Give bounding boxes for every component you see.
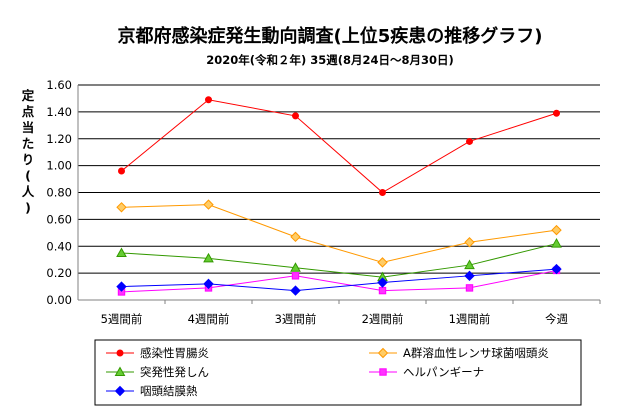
series-5: [116, 263, 562, 296]
legend-marker: [114, 366, 126, 376]
legend-label: 突発性発しん: [140, 365, 209, 379]
legend-item: 突発性発しん: [106, 365, 209, 379]
legend-item: A群溶血性レンサ球菌咽頭炎: [369, 346, 549, 360]
legend-item: 感染性胃腸炎: [106, 346, 209, 360]
axes: 5週間前 4週間前 3週間前 2週間前 1週間前 今週: [77, 85, 601, 326]
legend-item: 咽頭結膜熱: [106, 384, 198, 398]
series-3: [116, 238, 562, 282]
y-axis-label-text: 定点当たり(人): [21, 88, 35, 215]
legend-box: [94, 339, 582, 406]
series-lines: [116, 96, 562, 296]
y-tick-label: 1.20: [46, 132, 72, 146]
gridlines: 0.00 0.20 0.40 0.60 0.80 1.00 1.20 1.40 1.60: [46, 78, 600, 307]
data-point: [116, 247, 127, 257]
data-point: [290, 262, 301, 272]
series-4: [117, 266, 561, 296]
data-point: [464, 237, 475, 248]
data-point: [203, 199, 214, 210]
legend-label: A群溶血性レンサ球菌咽頭炎: [403, 346, 549, 360]
legend-marker: [116, 349, 124, 357]
series-2: [116, 199, 562, 268]
data-point: [553, 109, 560, 117]
data-point: [378, 286, 387, 295]
y-tick-label: 0.60: [46, 212, 72, 226]
data-point: [116, 281, 127, 292]
data-point: [465, 284, 474, 292]
data-point: [205, 96, 212, 104]
chart-title: 京都府感染症発生動向調査(上位5疾患の推移グラフ): [118, 25, 543, 47]
x-tick-label: 1週間前: [449, 312, 491, 326]
data-point: [551, 263, 562, 275]
legend-marker: [377, 347, 389, 359]
data-point: [203, 278, 214, 290]
data-point: [551, 238, 562, 248]
data-point: [464, 270, 475, 282]
series-line: [121, 268, 557, 292]
y-tick-label: 1.60: [46, 78, 72, 92]
series-line: [121, 204, 557, 263]
data-point: [203, 252, 214, 263]
legend-label: 感染性胃腸炎: [140, 346, 209, 360]
data-point: [290, 285, 301, 296]
data-point: [116, 202, 127, 213]
data-point: [377, 257, 388, 268]
legend-label: 咽頭結膜熱: [140, 384, 198, 398]
data-point: [291, 272, 300, 280]
y-tick-label: 1.40: [46, 105, 72, 119]
series-line: [121, 269, 557, 293]
x-tick-label: 4週間前: [188, 312, 230, 326]
data-point: [377, 277, 388, 288]
data-point: [464, 259, 475, 270]
legend-label: ヘルパンギーナ: [403, 365, 484, 379]
data-point: [292, 112, 299, 120]
data-point: [551, 224, 562, 236]
x-tick-label: 2週間前: [362, 312, 404, 326]
legend-item: ヘルパンギーナ: [369, 365, 484, 379]
data-point: [379, 189, 386, 196]
data-point: [118, 167, 125, 175]
y-axis-label: 定点当たり(人): [21, 88, 35, 215]
data-point: [466, 137, 473, 145]
series-1: [118, 96, 560, 196]
y-tick-label: 1.00: [46, 159, 72, 173]
y-tick-label: 0.40: [46, 239, 72, 253]
chart-subtitle: 2020年(令和２年) 35週(8月24日～8月30日): [206, 53, 454, 67]
x-tick-label: 今週: [545, 312, 568, 326]
data-point: [290, 231, 301, 243]
series-line: [121, 99, 557, 194]
y-tick-label: 0.00: [46, 293, 72, 307]
x-tick-label: 5週間前: [101, 312, 143, 326]
legend-marker: [379, 368, 387, 376]
y-tick-label: 0.20: [46, 266, 72, 280]
x-tick-label: 3週間前: [275, 312, 317, 326]
legend-marker: [114, 385, 126, 397]
y-tick-label: 0.80: [46, 186, 72, 200]
series-line: [121, 243, 557, 278]
